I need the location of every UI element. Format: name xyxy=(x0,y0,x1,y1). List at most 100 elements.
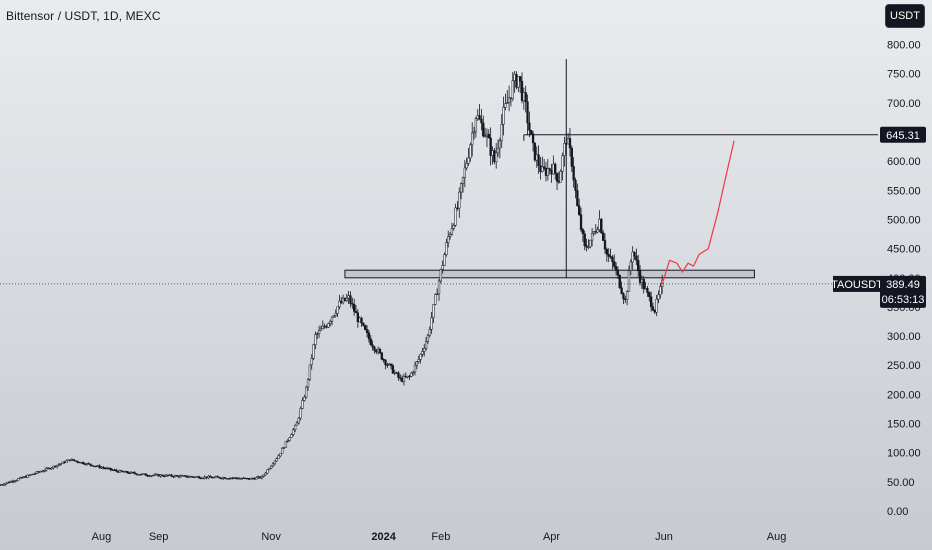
candle-body xyxy=(188,476,192,478)
candle-body xyxy=(655,298,658,313)
candle-body xyxy=(354,311,358,314)
candle-body xyxy=(445,242,448,255)
candle xyxy=(653,309,656,314)
candle xyxy=(365,325,369,338)
candle-body xyxy=(465,163,468,169)
candle-body xyxy=(67,459,70,462)
candle xyxy=(257,475,260,479)
candle-body xyxy=(216,476,219,478)
candle xyxy=(531,131,535,152)
candle xyxy=(258,476,262,479)
candle-body xyxy=(592,231,596,234)
candle xyxy=(373,345,376,354)
candle xyxy=(356,308,359,328)
candle xyxy=(168,473,171,477)
candle xyxy=(627,265,631,292)
candle-body xyxy=(391,365,395,374)
candle xyxy=(367,329,371,343)
candle-body xyxy=(559,171,562,183)
candle-body xyxy=(648,292,651,297)
candle-body xyxy=(268,468,271,471)
candle xyxy=(44,466,48,472)
candle-body xyxy=(150,475,153,477)
candle xyxy=(343,297,347,302)
candle-body xyxy=(181,475,184,477)
candle-body xyxy=(507,97,511,103)
candle-body xyxy=(262,474,265,477)
candle xyxy=(186,475,190,479)
candle xyxy=(550,163,553,183)
candle xyxy=(255,476,258,480)
candle xyxy=(229,477,232,480)
candle-body xyxy=(127,472,131,474)
candle xyxy=(205,476,208,480)
candle-body xyxy=(139,474,142,476)
candle-body xyxy=(482,122,485,137)
candle xyxy=(353,298,356,316)
candle-body xyxy=(316,333,319,335)
candle xyxy=(155,473,158,476)
candle-body xyxy=(459,183,463,193)
candle xyxy=(410,371,413,378)
candle xyxy=(131,471,134,474)
candle xyxy=(59,463,63,466)
currency-button[interactable]: USDT xyxy=(885,4,925,28)
candle-body xyxy=(264,472,267,476)
candle xyxy=(587,239,590,250)
candle-body xyxy=(91,464,94,467)
candle xyxy=(299,406,302,421)
candle-body xyxy=(493,150,496,163)
candle-body xyxy=(388,363,391,366)
candle xyxy=(20,476,24,479)
candle xyxy=(15,479,18,482)
candle xyxy=(546,159,549,181)
candle xyxy=(28,474,31,477)
candle xyxy=(434,293,437,306)
candle xyxy=(295,420,299,426)
candle-body xyxy=(102,467,105,469)
candle xyxy=(651,302,655,311)
candle-body xyxy=(168,474,171,476)
candle-body xyxy=(59,463,63,465)
candle-body xyxy=(487,133,490,139)
candle-body xyxy=(231,477,234,480)
candle-body xyxy=(568,138,572,149)
candle xyxy=(426,333,430,344)
candle-body xyxy=(107,467,110,470)
x-tick-label: Apr xyxy=(543,531,560,543)
candle xyxy=(589,239,592,249)
candle-body xyxy=(319,328,323,331)
candle xyxy=(535,146,538,168)
candle-body xyxy=(310,358,313,366)
candle-body xyxy=(142,473,146,475)
candle-body xyxy=(76,460,79,463)
candle-body xyxy=(116,470,120,473)
candle xyxy=(345,293,348,302)
candle xyxy=(8,481,11,484)
candle xyxy=(389,363,393,370)
candle-body xyxy=(172,475,175,478)
candle xyxy=(163,474,166,478)
candle-body xyxy=(17,478,20,481)
candle xyxy=(622,292,625,305)
candle-body xyxy=(629,261,632,271)
candle xyxy=(43,469,46,473)
candle xyxy=(369,334,372,346)
candle-body xyxy=(46,467,50,470)
candle-body xyxy=(476,115,479,119)
candle xyxy=(192,476,195,479)
candle xyxy=(218,476,221,479)
candle-body xyxy=(225,478,229,480)
symbol-label-bg xyxy=(833,275,881,292)
candle xyxy=(159,474,162,478)
candle-body xyxy=(24,476,27,478)
candle-body xyxy=(415,361,419,366)
candle-body xyxy=(170,474,173,477)
candle-body xyxy=(177,475,181,478)
candle xyxy=(509,97,513,107)
candle-body xyxy=(96,465,99,467)
candle xyxy=(437,278,441,301)
candle-body xyxy=(148,475,151,477)
candle xyxy=(260,475,264,480)
